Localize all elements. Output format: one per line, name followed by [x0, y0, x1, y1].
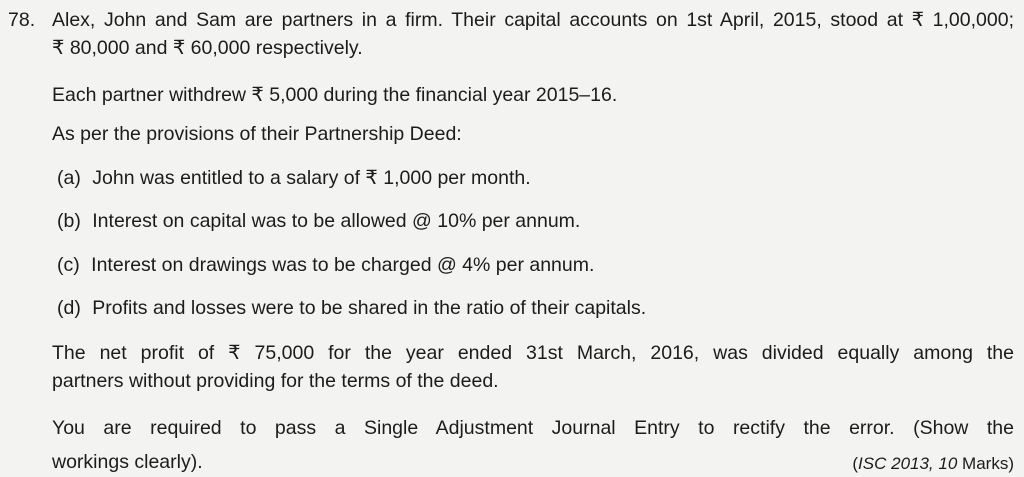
- profit-line-2: partners without providing for the terms…: [52, 370, 499, 392]
- source-exam: ISC 2013,: [858, 454, 934, 473]
- provision-label: (c): [57, 254, 80, 276]
- provisions-heading: As per the provisions of their Partnersh…: [52, 123, 462, 145]
- requirement-line-2: workings clearly).: [52, 451, 203, 473]
- provision-label: (b): [57, 210, 81, 232]
- profit-line-1: The net profit of ₹ 75,000 for the year …: [52, 342, 1014, 364]
- requirement-line-1: You are required to pass a Single Adjust…: [52, 417, 1014, 439]
- drawings-text: Each partner withdrew ₹ 5,000 during the…: [52, 84, 618, 106]
- source-marks: Marks: [962, 454, 1009, 473]
- intro-line-2: ₹ 80,000 and ₹ 60,000 respectively.: [52, 37, 363, 59]
- provision-item: (b) Interest on capital was to be allowe…: [57, 209, 580, 233]
- question-number: 78.: [8, 9, 36, 31]
- provision-text: Profits and losses were to be shared in …: [92, 297, 647, 319]
- provision-item: (a) John was entitled to a salary of ₹ 1…: [57, 166, 531, 190]
- provision-label: (a): [57, 167, 81, 189]
- question-source: (ISC 2013, 10 Marks): [852, 454, 1014, 473]
- provision-label: (d): [57, 297, 81, 319]
- provision-text: John was entitled to a salary of ₹ 1,000…: [92, 167, 531, 189]
- provision-item: (c) Interest on drawings was to be charg…: [57, 253, 594, 277]
- source-num: 10: [938, 454, 958, 473]
- provision-text: Interest on drawings was to be charged @…: [91, 254, 595, 276]
- provision-text: Interest on capital was to be allowed @ …: [92, 210, 581, 232]
- intro-line-1: Alex, John and Sam are partners in a fir…: [52, 9, 1014, 31]
- provision-item: (d) Profits and losses were to be shared…: [57, 296, 646, 320]
